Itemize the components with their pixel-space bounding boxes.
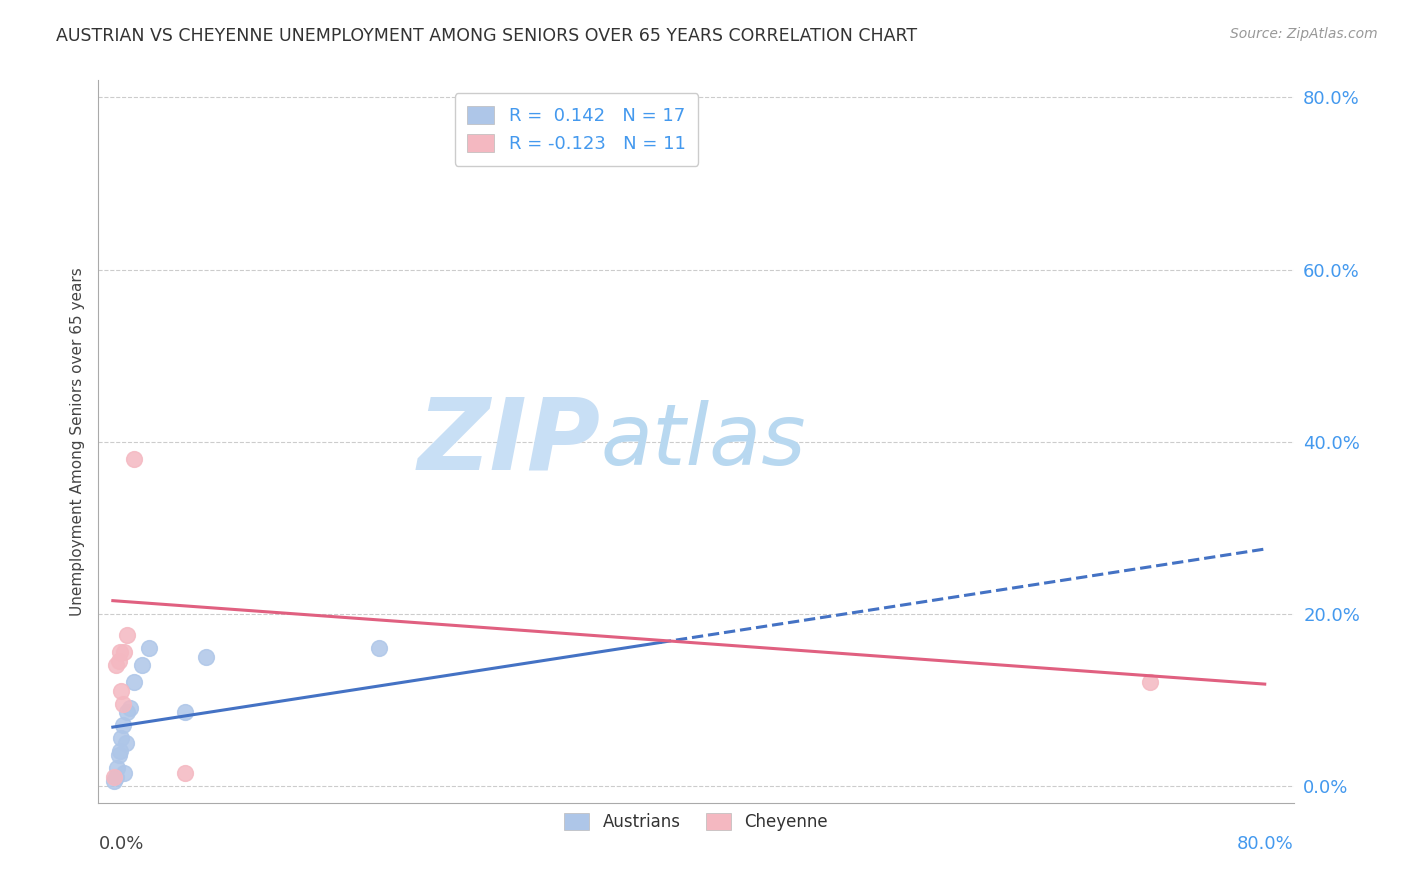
Point [112,645,135,659]
Point [115,628,138,642]
Text: 0.0%: 0.0% [98,835,143,854]
Text: 80.0%: 80.0% [1237,835,1294,854]
Point [110,731,132,746]
Point [1139,675,1161,690]
Point [107,654,129,668]
Point [104,770,127,784]
Point [114,735,136,749]
Point [103,770,125,784]
Text: AUSTRIAN VS CHEYENNE UNEMPLOYMENT AMONG SENIORS OVER 65 YEARS CORRELATION CHART: AUSTRIAN VS CHEYENNE UNEMPLOYMENT AMONG … [56,27,917,45]
Point [111,718,134,732]
Point [120,701,142,715]
Point [195,649,218,664]
Point [115,706,138,720]
Point [104,658,127,673]
Point [111,697,134,711]
Point [107,748,129,763]
Point [173,706,195,720]
Point [108,645,131,659]
Point [131,658,153,673]
Point [110,684,132,698]
Point [112,765,135,780]
Y-axis label: Unemployment Among Seniors over 65 years: Unemployment Among Seniors over 65 years [69,268,84,615]
Point [124,675,146,690]
Point [124,451,146,466]
Point [105,761,128,775]
Point [368,640,391,655]
Point [173,765,195,780]
Legend: Austrians, Cheyenne: Austrians, Cheyenne [558,806,834,838]
Text: atlas: atlas [600,400,806,483]
Point [108,744,131,758]
Point [138,640,160,655]
Text: Source: ZipAtlas.com: Source: ZipAtlas.com [1230,27,1378,41]
Text: ZIP: ZIP [418,393,600,490]
Point [103,774,125,789]
